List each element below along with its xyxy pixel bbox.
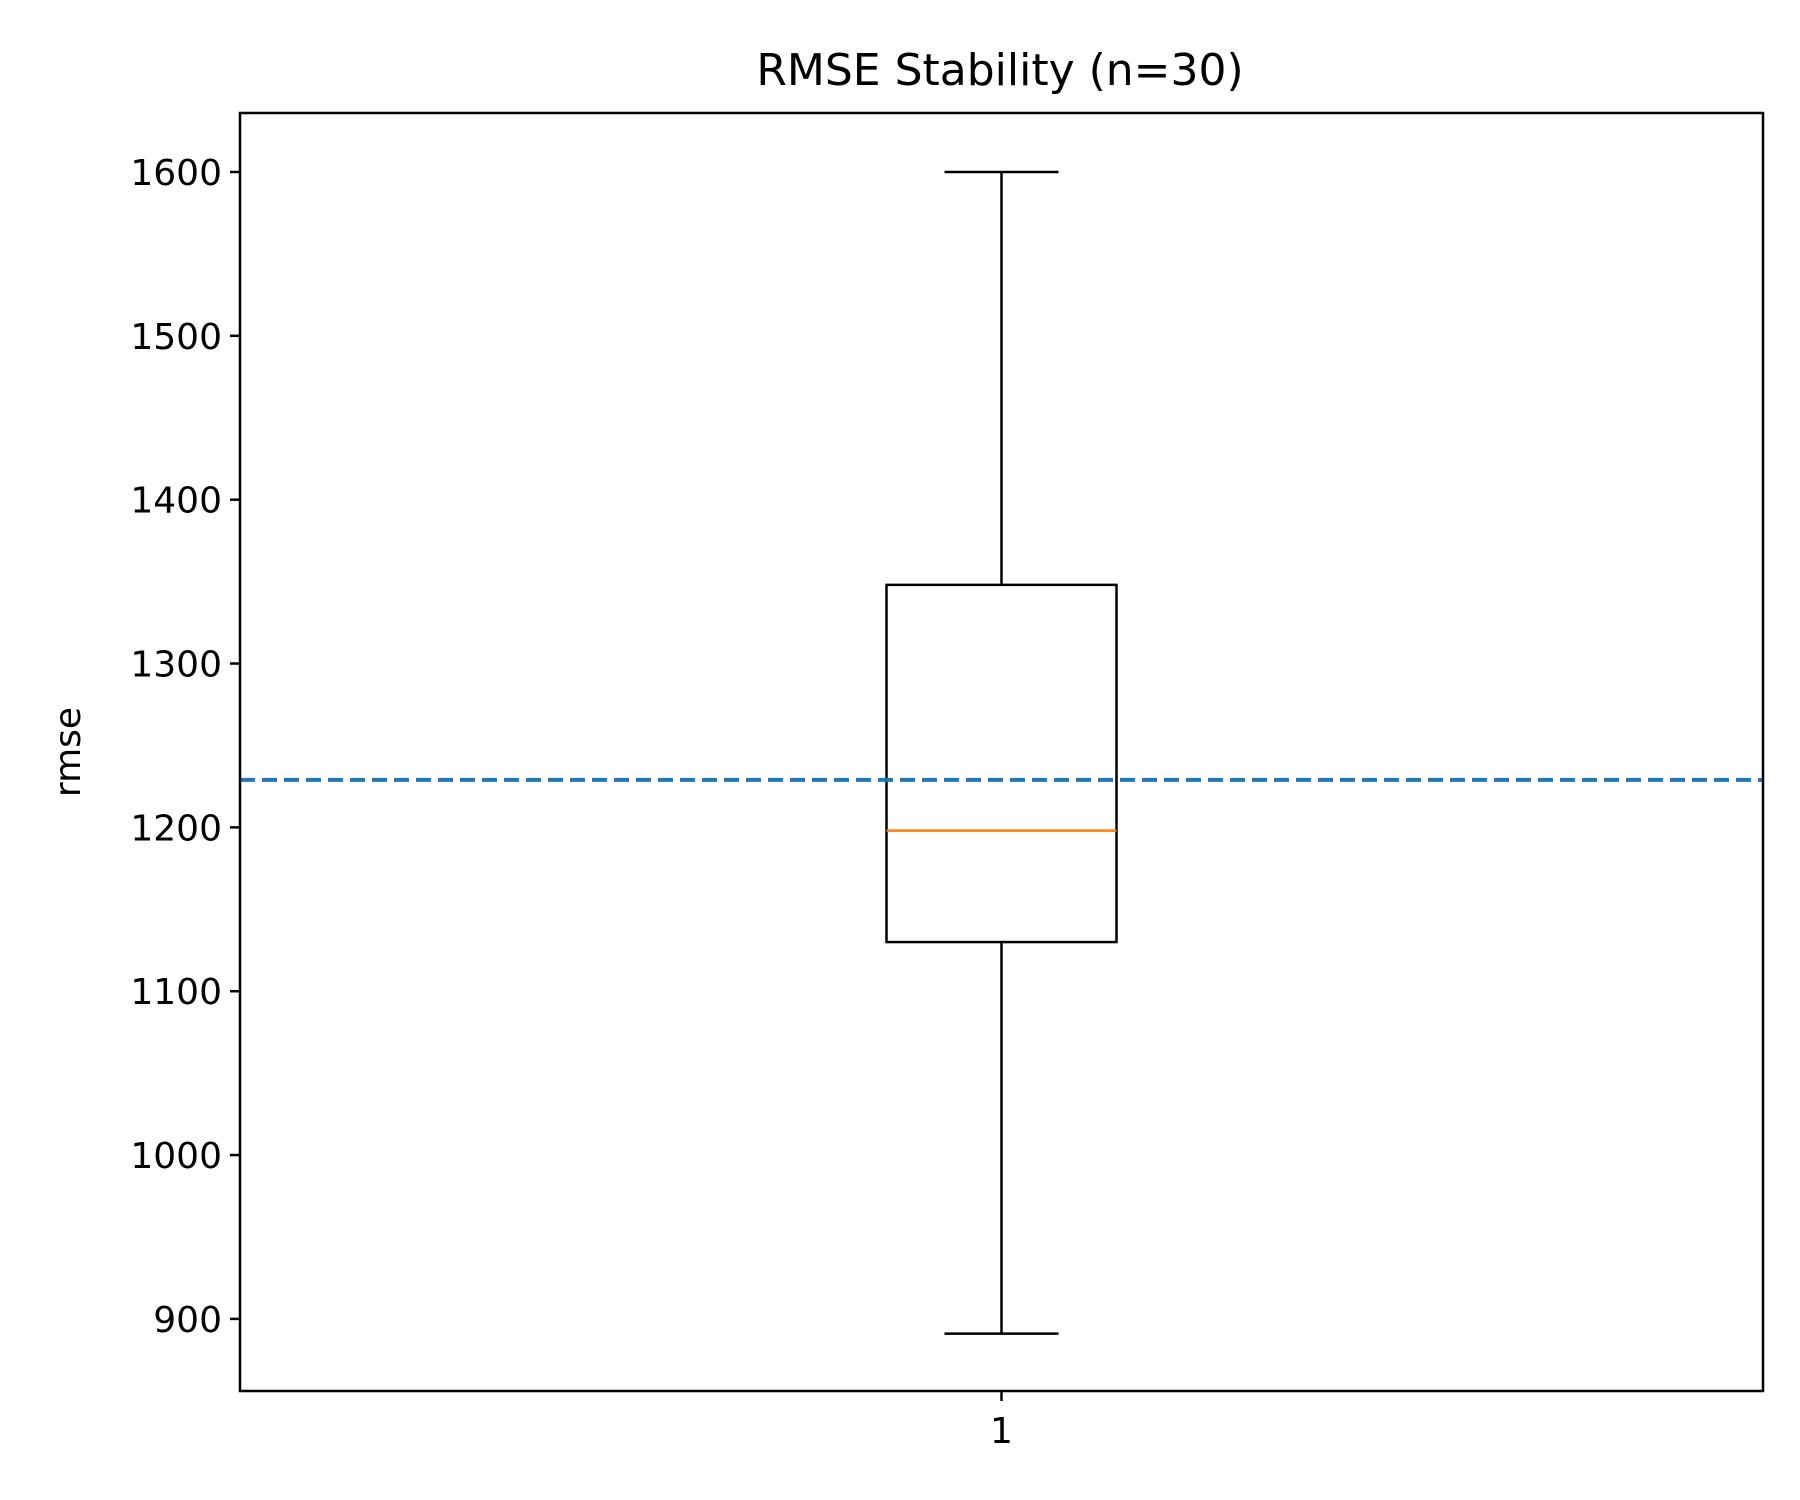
chart-title: RMSE Stability (n=30) [756, 45, 1243, 96]
iqr-box [885, 583, 1118, 944]
y-tick-label: 1100 [130, 972, 222, 1013]
x-tick-label: 1 [990, 1411, 1013, 1452]
y-axis-ticks: 900 1000 1100 1200 1300 1400 1500 1600 [130, 153, 240, 1341]
y-tick-label: 1500 [130, 317, 222, 358]
y-tick-label: 1400 [130, 481, 222, 522]
y-tick-label: 1200 [130, 808, 222, 849]
x-axis-ticks: 1 [990, 1391, 1013, 1452]
y-tick-label: 1300 [130, 645, 222, 686]
y-tick-label: 1000 [130, 1136, 222, 1177]
y-tick-label: 1600 [130, 153, 222, 194]
plot-marks [240, 170, 1763, 1335]
y-axis-label: rmse [48, 707, 89, 797]
y-tick-label: 900 [153, 1300, 222, 1341]
